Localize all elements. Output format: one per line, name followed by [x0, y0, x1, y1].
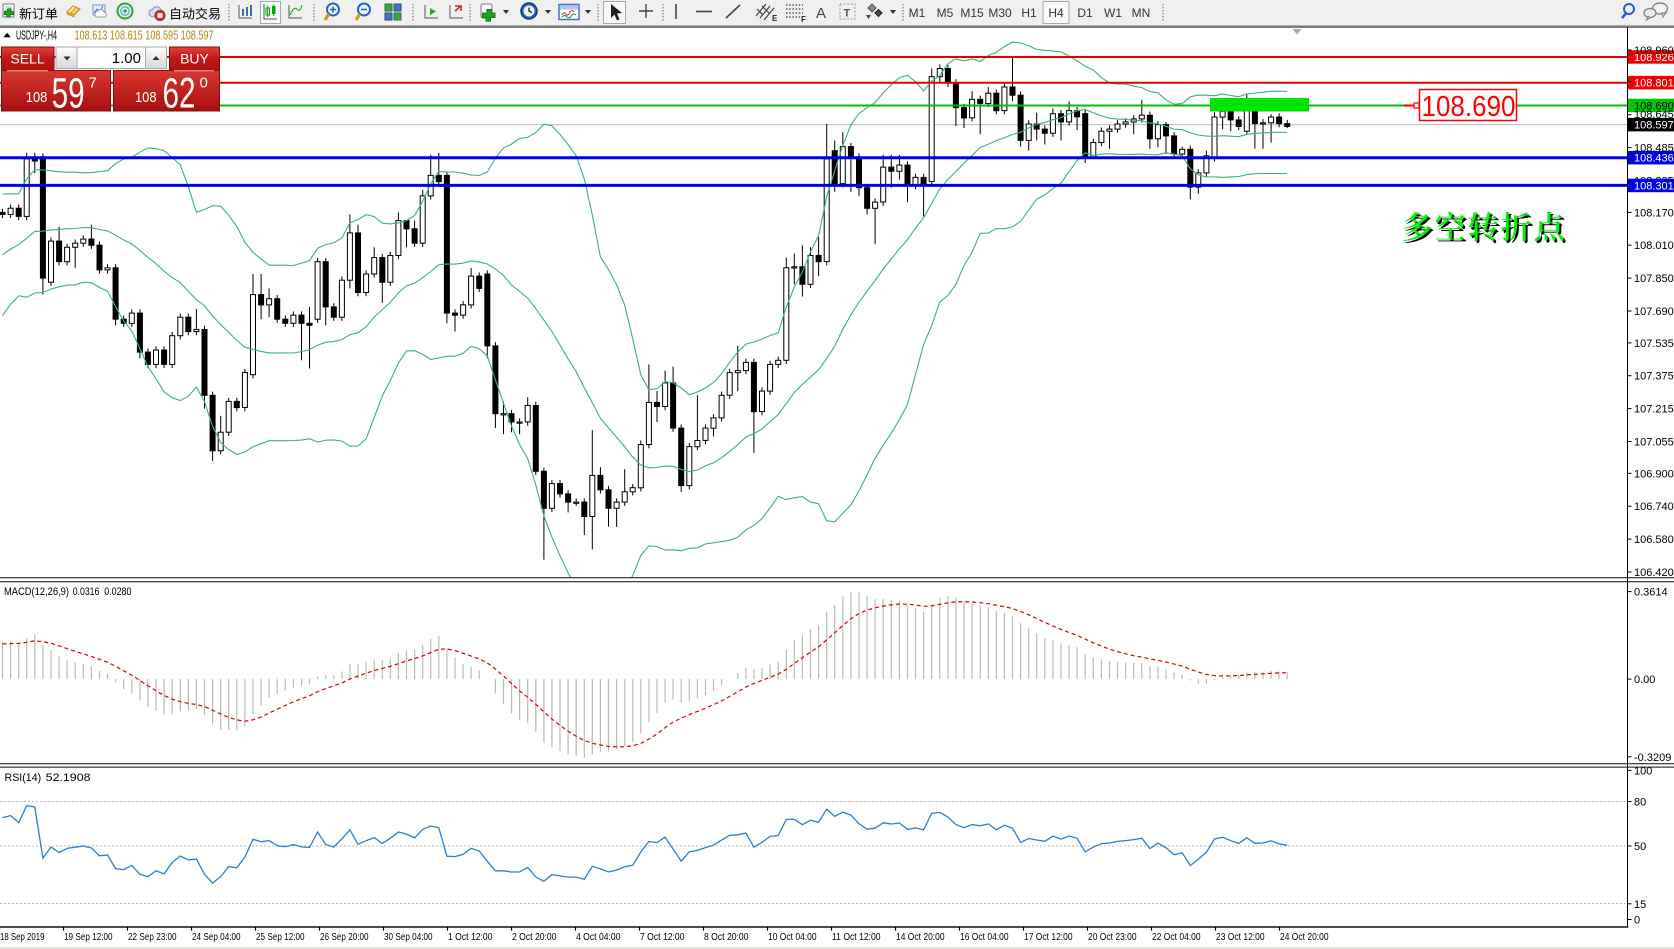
svg-text:USDJPY-,H4: USDJPY-,H4 [16, 29, 57, 43]
svg-text:18 Sep 2019: 18 Sep 2019 [0, 931, 45, 943]
svg-text:T: T [844, 8, 851, 20]
svg-text:59: 59 [52, 70, 85, 118]
svg-text:0.3614: 0.3614 [1634, 587, 1668, 599]
svg-text:MN: MN [1132, 6, 1151, 20]
svg-text:22 Oct 04:00: 22 Oct 04:00 [1152, 931, 1201, 943]
svg-text:106.900: 106.900 [1634, 468, 1674, 480]
svg-text:106.580: 106.580 [1634, 534, 1674, 546]
svg-text:30 Sep 04:00: 30 Sep 04:00 [384, 931, 433, 943]
svg-text:22 Sep 23:00: 22 Sep 23:00 [128, 931, 177, 943]
svg-text:100: 100 [1634, 765, 1652, 777]
svg-text:H1: H1 [1021, 6, 1037, 20]
svg-text:14 Oct 20:00: 14 Oct 20:00 [896, 931, 945, 943]
svg-text:107.375: 107.375 [1634, 371, 1674, 383]
svg-text:8 Oct 20:00: 8 Oct 20:00 [704, 931, 749, 943]
svg-text:107.850: 107.850 [1634, 273, 1674, 285]
svg-text:108: 108 [135, 89, 157, 106]
svg-text:107.535: 107.535 [1634, 338, 1674, 350]
svg-text:107.215: 107.215 [1634, 404, 1674, 416]
svg-text:108.690: 108.690 [1422, 91, 1516, 123]
svg-text:108.301: 108.301 [1634, 180, 1674, 192]
svg-text:108.597: 108.597 [1634, 120, 1674, 132]
svg-text:108.645: 108.645 [1634, 109, 1674, 121]
svg-text:D1: D1 [1077, 6, 1093, 20]
svg-text:52.1908: 52.1908 [46, 772, 91, 784]
svg-text:4 Oct 04:00: 4 Oct 04:00 [576, 931, 621, 943]
svg-text:0: 0 [200, 75, 208, 92]
svg-text:A: A [816, 5, 826, 22]
svg-text:1.00: 1.00 [112, 50, 141, 67]
svg-text:15: 15 [1634, 899, 1646, 911]
svg-text:24 Oct 20:00: 24 Oct 20:00 [1280, 931, 1329, 943]
svg-text:108: 108 [26, 89, 48, 106]
svg-text:RSI(14): RSI(14) [5, 772, 42, 784]
svg-text:24 Sep 04:00: 24 Sep 04:00 [192, 931, 241, 943]
svg-text:108.170: 108.170 [1634, 207, 1674, 219]
svg-text:M15: M15 [960, 6, 984, 20]
svg-text:106.740: 106.740 [1634, 501, 1674, 513]
svg-text:0.0316: 0.0316 [73, 586, 100, 598]
svg-text:-0.3209: -0.3209 [1634, 752, 1671, 764]
svg-text:11 Oct 12:00: 11 Oct 12:00 [832, 931, 881, 943]
svg-text:19 Sep 12:00: 19 Sep 12:00 [64, 931, 113, 943]
svg-text:MACD(12,26,9): MACD(12,26,9) [4, 586, 69, 598]
svg-text:108.010: 108.010 [1634, 240, 1674, 252]
svg-text:108.613 108.615 108.595 108.59: 108.613 108.615 108.595 108.597 [75, 29, 214, 43]
svg-text:10 Oct 04:00: 10 Oct 04:00 [768, 931, 817, 943]
svg-text:20 Oct 23:00: 20 Oct 23:00 [1088, 931, 1137, 943]
svg-text:17 Oct 12:00: 17 Oct 12:00 [1024, 931, 1073, 943]
svg-text:16 Oct 04:00: 16 Oct 04:00 [960, 931, 1009, 943]
svg-text:107.055: 107.055 [1634, 437, 1674, 449]
svg-text:50: 50 [1634, 841, 1646, 853]
svg-text:0.0280: 0.0280 [104, 586, 131, 598]
svg-text:23 Oct 12:00: 23 Oct 12:00 [1216, 931, 1265, 943]
svg-text:1 Oct 12:00: 1 Oct 12:00 [448, 931, 493, 943]
svg-text:SELL: SELL [10, 51, 44, 67]
svg-text:106.420: 106.420 [1634, 567, 1674, 579]
svg-text:0.00: 0.00 [1634, 674, 1655, 686]
svg-text:2 Oct 20:00: 2 Oct 20:00 [512, 931, 557, 943]
svg-text:108.960: 108.960 [1634, 45, 1674, 57]
svg-text:M1: M1 [909, 6, 926, 20]
svg-text:107.690: 107.690 [1634, 306, 1674, 318]
svg-text:F: F [801, 15, 806, 24]
svg-text:W1: W1 [1104, 6, 1122, 20]
svg-text:108.926: 108.926 [1634, 52, 1674, 64]
svg-text:80: 80 [1634, 797, 1646, 809]
svg-text:M30: M30 [988, 6, 1012, 20]
svg-text:E: E [772, 14, 778, 23]
svg-text:108.485: 108.485 [1634, 143, 1674, 155]
svg-text:M5: M5 [937, 6, 954, 20]
svg-text:25 Sep 12:00: 25 Sep 12:00 [256, 931, 305, 943]
svg-text:108.690: 108.690 [1634, 101, 1674, 113]
svg-text:108.436: 108.436 [1634, 153, 1674, 165]
svg-text:62: 62 [163, 70, 196, 118]
svg-text:BUY: BUY [180, 51, 209, 67]
svg-text:0: 0 [1634, 915, 1640, 927]
svg-text:108.801: 108.801 [1634, 78, 1674, 90]
svg-text:7 Oct 12:00: 7 Oct 12:00 [640, 931, 685, 943]
svg-text:26 Sep 20:00: 26 Sep 20:00 [320, 931, 369, 943]
svg-text:H4: H4 [1048, 6, 1064, 20]
svg-text:7: 7 [89, 75, 97, 92]
